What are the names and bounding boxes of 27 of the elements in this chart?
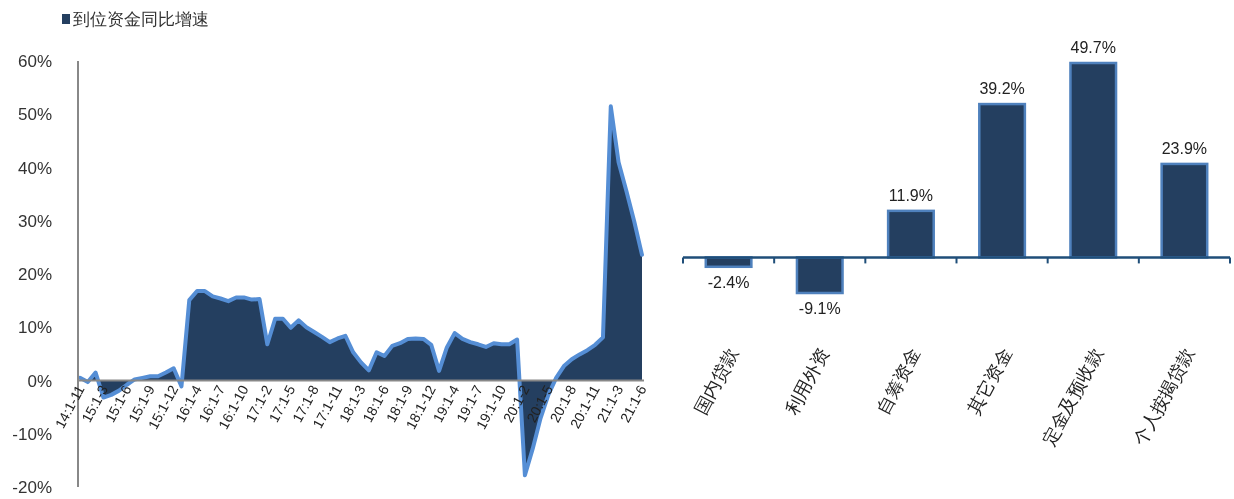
data-label: 49.7% (1070, 39, 1116, 56)
data-label: -9.1% (798, 300, 841, 317)
y-tick-label: 10% (17, 318, 52, 338)
y-tick-label: 40% (17, 158, 52, 178)
bar (795, 256, 844, 295)
bar (978, 102, 1027, 259)
data-label: 39.2% (979, 80, 1025, 98)
y-tick-label: -10% (12, 424, 52, 444)
data-label: 23.9% (1161, 139, 1208, 157)
bar (1069, 61, 1118, 259)
x-tick-label: 利用外资 (780, 344, 834, 418)
y-tick-label: 0% (27, 371, 52, 391)
data-label: -2.4% (707, 273, 750, 291)
y-tick-label: 30% (17, 211, 52, 231)
x-tick-label: 其它资金 (963, 344, 1016, 418)
y-tick-label: 50% (17, 105, 52, 125)
bar (886, 209, 935, 259)
y-tick-label: -20% (12, 478, 52, 497)
bar (1160, 162, 1209, 259)
y-tick-label: 60% (17, 52, 52, 71)
x-tick-label: 国内贷款 (689, 344, 743, 418)
legend-label: 到位资金同比增速 (73, 10, 209, 29)
data-label: 11.9% (888, 186, 934, 204)
x-tick-label: 自筹资金 (872, 344, 925, 418)
y-tick-label: 20% (17, 265, 52, 284)
x-tick-label: 定金及预收款 (1037, 344, 1107, 450)
x-tick-label: 个人按揭贷款 (1128, 344, 1198, 450)
